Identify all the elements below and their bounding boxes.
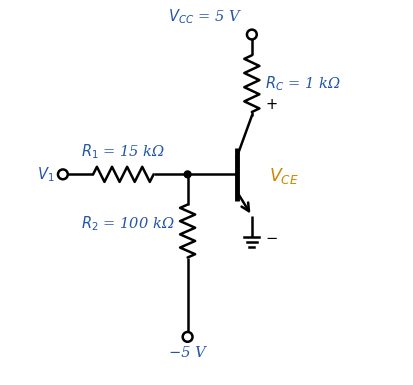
Text: $V_1$: $V_1$	[37, 165, 55, 184]
Text: $V_{CC}$ = 5 V: $V_{CC}$ = 5 V	[169, 7, 242, 26]
Text: $R_1$ = 15 kΩ: $R_1$ = 15 kΩ	[81, 142, 166, 161]
Circle shape	[184, 171, 191, 178]
Text: −: −	[265, 231, 278, 246]
Text: −5 V: −5 V	[169, 346, 206, 360]
Text: $V_{CE}$: $V_{CE}$	[269, 166, 299, 186]
Text: $R_C$ = 1 kΩ: $R_C$ = 1 kΩ	[265, 74, 341, 93]
Text: +: +	[265, 97, 277, 112]
Text: $R_2$ = 100 kΩ: $R_2$ = 100 kΩ	[81, 214, 174, 233]
